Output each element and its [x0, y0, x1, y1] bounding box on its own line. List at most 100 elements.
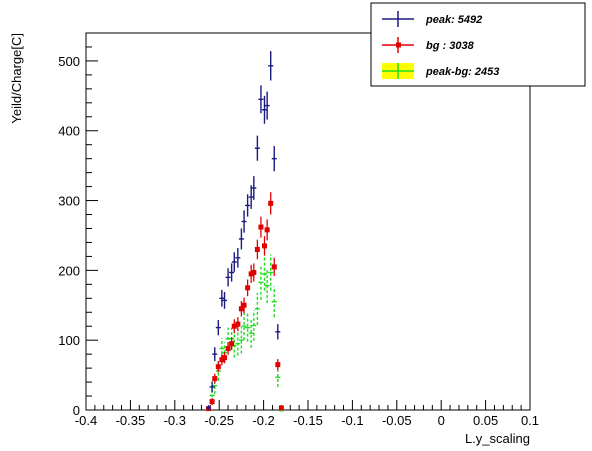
marker: [222, 355, 228, 361]
data-point: [222, 352, 228, 364]
legend-label: bg : 3038: [426, 40, 475, 52]
data-point: [235, 317, 241, 332]
x-tick-label: -0.35: [116, 413, 146, 428]
x-tick-label: -0.25: [204, 413, 234, 428]
x-tick-label: -0.15: [293, 413, 323, 428]
data-point: [241, 312, 247, 341]
marker: [231, 323, 237, 329]
marker: [278, 405, 284, 411]
data-point: [245, 194, 251, 217]
data-point: [229, 337, 235, 350]
legend-entry-1: bg : 3038: [382, 37, 475, 53]
data-point: [215, 361, 221, 373]
data-point: [264, 268, 270, 304]
data-point: [238, 301, 244, 317]
x-tick-label: -0.3: [164, 413, 186, 428]
y-tick-label: 500: [58, 54, 80, 69]
data-point: [209, 381, 215, 393]
data-point: [212, 347, 218, 362]
marker: [219, 357, 225, 363]
x-tick-label: 0.05: [473, 413, 498, 428]
data-point: [231, 319, 237, 334]
marker: [275, 362, 281, 368]
y-tick-label: 100: [58, 333, 80, 348]
data-point: [231, 252, 237, 272]
data-point: [238, 228, 244, 250]
data-point: [258, 85, 264, 114]
data-point: [241, 210, 247, 233]
marker: [261, 243, 267, 249]
data-point: [264, 219, 270, 241]
data-point: [254, 135, 260, 161]
data-point: [219, 289, 225, 307]
marker: [238, 306, 244, 312]
marker: [248, 271, 254, 277]
marker: [254, 246, 260, 252]
data-point: [251, 263, 257, 282]
legend-entry-0: peak: 5492: [382, 11, 482, 27]
data-point: [254, 239, 260, 260]
data-point: [212, 377, 218, 394]
data-point: [254, 292, 260, 325]
x-tick-label: -0.05: [382, 413, 412, 428]
data-point: [238, 326, 244, 354]
data-point: [215, 319, 221, 336]
data-point: [245, 313, 251, 342]
data-point: [261, 95, 267, 124]
x-tick-label: -0.1: [341, 413, 363, 428]
marker: [212, 376, 218, 382]
marker: [209, 399, 215, 405]
y-tick-label: 200: [58, 263, 80, 278]
data-point: [251, 310, 257, 341]
series-1: [206, 192, 284, 412]
data-point: [248, 185, 254, 209]
data-point: [268, 51, 274, 81]
data-point: [268, 254, 274, 291]
data-point: [219, 354, 225, 366]
data-point: [275, 324, 281, 340]
legend-marker: [396, 42, 401, 48]
data-point: [235, 248, 241, 268]
marker: [215, 364, 221, 370]
marker: [258, 224, 264, 230]
data-point: [271, 257, 277, 276]
data-point: [229, 263, 235, 282]
marker: [229, 341, 235, 347]
marker: [268, 200, 274, 206]
data-point: [245, 279, 251, 297]
x-tick-label: 0.1: [521, 413, 539, 428]
data-point: [271, 146, 277, 172]
legend-label: peak-bg: 2453: [425, 66, 499, 78]
data-point: [212, 373, 218, 384]
x-axis-label: L.y_scaling: [465, 431, 530, 446]
data-point: [261, 236, 267, 256]
marker: [235, 321, 241, 327]
data-point: [275, 367, 281, 387]
x-tick-label: 0: [438, 413, 445, 428]
data-point: [278, 405, 284, 411]
data-point: [248, 264, 254, 283]
data-point: [248, 318, 254, 348]
data-point: [261, 257, 267, 291]
data-point: [258, 216, 264, 238]
data-point: [222, 292, 228, 309]
x-tick-label: -0.4: [75, 413, 97, 428]
marker: [241, 302, 247, 308]
y-tick-label: 300: [58, 194, 80, 209]
plot-frame: [85, 32, 531, 411]
data-point: [235, 331, 241, 356]
data-point: [251, 176, 257, 200]
legend-label: peak: 5492: [425, 14, 482, 26]
y-tick-label: 0: [73, 403, 80, 418]
data-point: [241, 297, 247, 313]
legend-entry-2: peak-bg: 2453: [382, 63, 499, 79]
marker: [271, 264, 277, 270]
data-point: [206, 405, 212, 410]
data-point: [275, 359, 281, 371]
x-tick-label: -0.2: [252, 413, 274, 428]
data-point: [225, 342, 231, 355]
data-point: [271, 286, 277, 318]
marker: [245, 285, 251, 291]
data-point: [219, 338, 225, 360]
